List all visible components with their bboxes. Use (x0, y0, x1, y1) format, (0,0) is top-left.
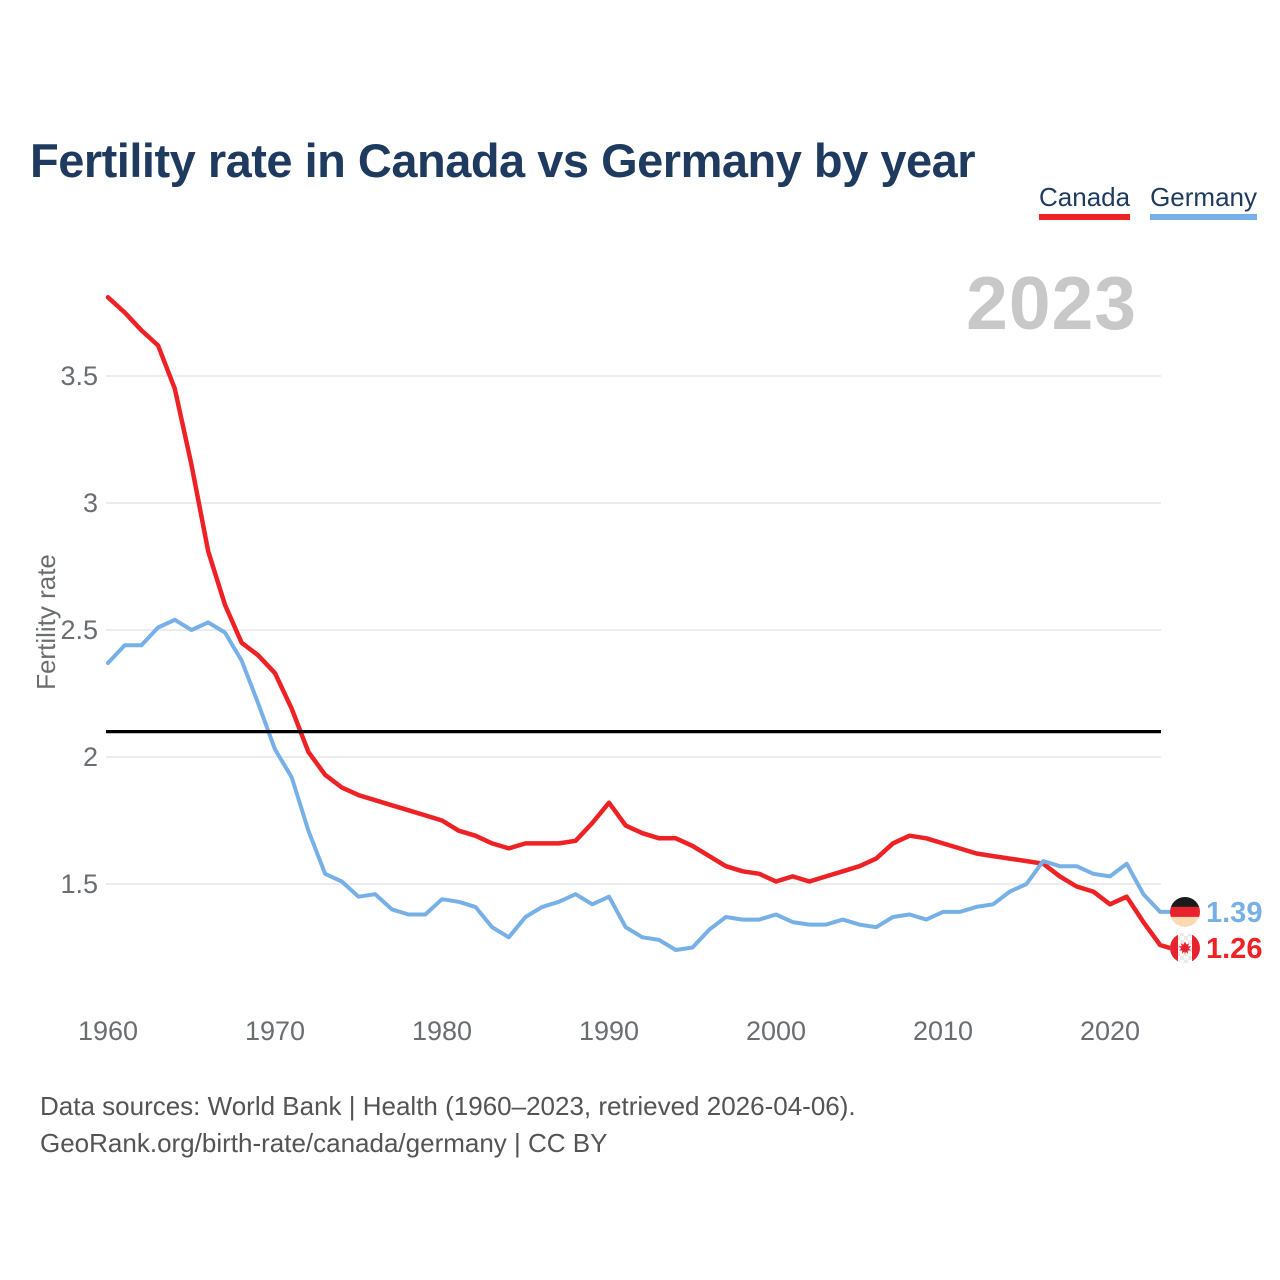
germany-value-label: 1.39 (1206, 897, 1262, 929)
legend: Canada Germany (1039, 182, 1257, 221)
y-tick-label: 2 (83, 742, 98, 772)
y-tick-label: 2.5 (60, 615, 98, 645)
canada-value-label: 1.26 (1206, 933, 1262, 965)
legend-color-bar-germany (1150, 214, 1257, 221)
x-tick-label: 2020 (1080, 1016, 1140, 1046)
data-source-line1: Data sources: World Bank | Health (1960–… (40, 1091, 856, 1121)
x-tick-label: 1980 (412, 1016, 472, 1046)
x-tick-label: 1970 (245, 1016, 305, 1046)
x-tick-label: 1990 (579, 1016, 639, 1046)
y-tick-label: 3.5 (60, 361, 98, 391)
canada-flag-icon (1170, 932, 1200, 963)
maple-leaf-icon (1178, 941, 1192, 955)
data-source-note: Data sources: World Bank | Health (1960–… (40, 1088, 856, 1162)
x-tick-label: 2000 (746, 1016, 806, 1046)
series-line-canada[interactable] (105, 295, 1173, 951)
y-axis-title: Fertility rate (31, 554, 61, 690)
y-tick-label: 3 (83, 488, 98, 518)
y-tick-label: 1.5 (60, 869, 98, 899)
x-tick-label: 2010 (913, 1016, 973, 1046)
x-tick-label: 1960 (78, 1016, 138, 1046)
watermark-year: 2023 (966, 261, 1137, 345)
legend-item-germany[interactable]: Germany (1150, 182, 1257, 221)
series-line-germany[interactable] (106, 617, 1172, 952)
legend-item-canada[interactable]: Canada (1039, 182, 1131, 221)
page-title: Fertility rate in Canada vs Germany by y… (30, 134, 976, 188)
legend-label-canada: Canada (1039, 182, 1131, 212)
legend-label-germany: Germany (1150, 182, 1257, 212)
data-source-line2: GeoRank.org/birth-rate/canada/germany | … (40, 1128, 608, 1158)
germany-flag-icon (1170, 896, 1200, 927)
legend-color-bar-canada (1039, 214, 1131, 221)
